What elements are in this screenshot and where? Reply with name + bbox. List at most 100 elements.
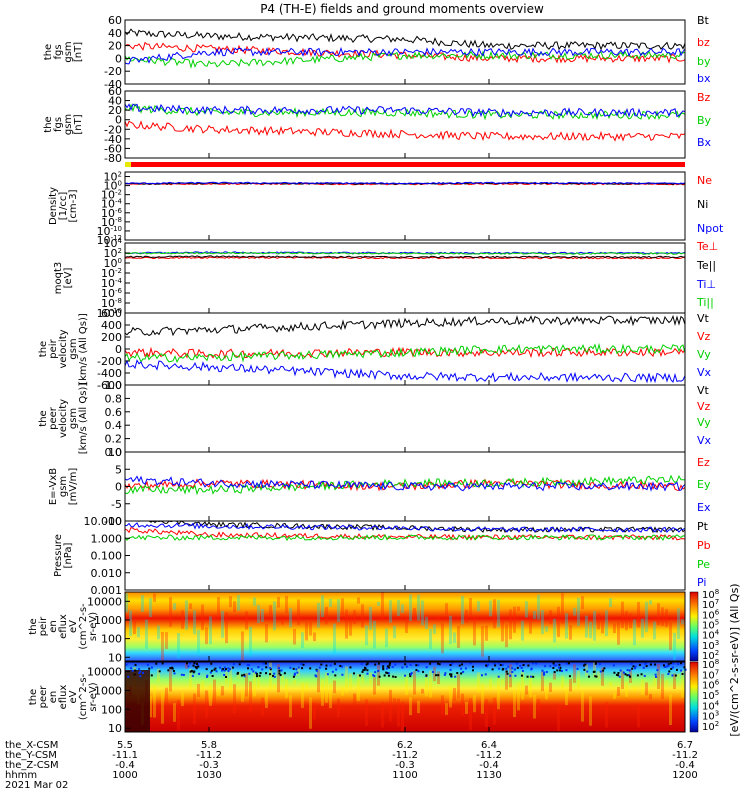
orbit-row-value: 1000 <box>112 770 137 781</box>
y-tick-label: 10 <box>108 446 122 459</box>
y-axis-label: the peir en eflux eV (cm^2-s-sr-eV) <box>28 603 99 650</box>
y-axis-label-line: the <box>43 44 54 60</box>
y-axis-label-line: (cm^2-s- <box>78 603 89 650</box>
y-tick-label: 10000 <box>87 665 122 678</box>
colorbar-tick-label: 105 <box>702 619 719 632</box>
y-tick-label: 0.0 <box>105 446 123 459</box>
y-axis-label-line: peir <box>48 338 59 358</box>
legend-item: Vx <box>697 434 712 447</box>
series-line-vx <box>124 359 686 384</box>
legend-item: bz <box>697 36 710 49</box>
orbit-row-label: the_X-CSM <box>5 740 58 751</box>
legend-item: Npot <box>697 222 724 235</box>
y-tick-label: -40 <box>104 133 122 146</box>
panel-frame <box>124 90 686 159</box>
legend-item: Pb <box>697 539 711 552</box>
y-axis-label-line: gsm <box>63 41 74 62</box>
y-tick-label: 10 <box>108 722 122 735</box>
colorbar-tick-label: 103 <box>702 710 719 723</box>
colorbar-tick-label: 106 <box>702 679 720 692</box>
series-line-pb <box>124 526 686 541</box>
spectrogram-2 <box>125 662 685 732</box>
series-line-ey <box>124 474 686 496</box>
y-axis-label-line: moqt3 <box>53 262 64 295</box>
series-line-ti <box>124 251 686 255</box>
y-axis-label-line: en <box>48 620 59 633</box>
y-tick-label: 60 <box>108 85 122 98</box>
y-tick-label: 10 <box>108 651 122 664</box>
y-axis-label-line: fgs <box>53 117 64 132</box>
y-tick-label: 10000 <box>87 595 122 608</box>
series-line-npot <box>124 181 686 185</box>
y-tick-label: 0.8 <box>105 392 123 405</box>
y-tick-label: -10 <box>104 515 122 528</box>
y-axis-label-line: eV <box>68 620 79 633</box>
y-tick-label: 10-8 <box>101 216 122 229</box>
y-tick-label: 10-10 <box>97 307 122 320</box>
colorbar-tick-label: 102 <box>702 649 719 662</box>
orbit-row-value: 6.7 <box>677 740 693 751</box>
legend-item: Bz <box>697 91 711 104</box>
series-line-vt <box>124 314 686 337</box>
y-axis-label-line: eflux <box>58 614 69 639</box>
y-tick-label: 100 <box>104 257 122 270</box>
orbit-row-value: -11.2 <box>392 750 418 761</box>
panel-frame <box>124 520 686 591</box>
orbit-row-value: 6.2 <box>397 740 413 751</box>
date-label: 2021 Mar 02 <box>5 780 68 791</box>
panel-10: 10000 1000 100 10 the peer en eflux eV (cm^2-s-sr… <box>28 661 687 735</box>
y-tick-label: 1.000 <box>91 532 123 545</box>
spectrogram-speckle <box>125 662 687 678</box>
y-tick-label: 102 <box>104 171 122 184</box>
legend-item: Pi <box>697 576 706 589</box>
y-axis-label-line: the <box>43 116 54 132</box>
legend-item: Vt <box>697 312 710 325</box>
orbit-footer: the_X-CSM 5.5 5.8 6.2 6.4 6.7 the_Y-CSM -11.1 -1… <box>5 740 698 791</box>
orbit-row-value: -11.1 <box>112 750 138 761</box>
y-tick-label: -40 <box>104 78 122 91</box>
y-axis-label-line: [km/s (All Qs)] <box>78 383 89 455</box>
y-tick-label: 0.2 <box>105 433 123 446</box>
y-tick-label: 600 <box>101 307 122 320</box>
orbit-row-label: the_Y-CSM <box>5 750 57 761</box>
series-line-by <box>124 50 686 70</box>
y-tick-label: -400 <box>97 367 122 380</box>
y-axis-label: the fgs gsm [nT] <box>43 41 84 62</box>
orbit-row-value: 1130 <box>476 770 501 781</box>
legend-item: Vt <box>697 384 710 397</box>
figure-title: P4 (TH-E) fields and ground moments over… <box>260 2 544 16</box>
y-tick-label: 10.000 <box>84 515 123 528</box>
series-line-pe <box>124 533 686 542</box>
y-axis-label: moqt3 [eV] <box>53 262 74 295</box>
y-tick-label: -20 <box>104 65 122 78</box>
y-tick-label: 0.010 <box>91 567 123 580</box>
legend-item: Vz <box>697 400 711 413</box>
orbit-row-value: -0.4 <box>115 760 135 771</box>
colorbar-tick-label: 103 <box>702 639 719 652</box>
y-tick-label: 400 <box>101 319 122 332</box>
legend-item: Te|| <box>696 259 716 272</box>
y-tick-label: 10-12 <box>97 234 122 247</box>
spectrogram-1 <box>125 592 685 661</box>
orbit-row-value: 6.4 <box>481 740 497 751</box>
y-axis-label-line: sr-eV) <box>88 612 99 641</box>
y-tick-label: 10-4 <box>101 198 123 211</box>
quality-flag-bar <box>125 162 685 167</box>
y-tick-label: -600 <box>97 379 122 392</box>
panel-3: 10210010-210-410-610-810-1010-12Density[… <box>48 171 724 247</box>
y-axis-label-line: velocity <box>58 329 69 368</box>
y-tick-label: 10-2 <box>101 189 122 202</box>
orbit-row-value: -0.4 <box>479 760 499 771</box>
legend-item: Ex <box>697 501 711 514</box>
orbit-row-label: hhmm <box>5 770 37 781</box>
series-line-vy <box>124 342 686 364</box>
colorbar-tick-label: 104 <box>702 699 720 712</box>
y-tick-label: 1000 <box>94 684 122 697</box>
y-axis-label-line: [km/s (All Qs)] <box>78 313 89 385</box>
y-axis-label-line: the <box>28 689 39 705</box>
orbit-row-value: -0.3 <box>395 760 415 771</box>
orbit-row-value: 5.5 <box>117 740 133 751</box>
